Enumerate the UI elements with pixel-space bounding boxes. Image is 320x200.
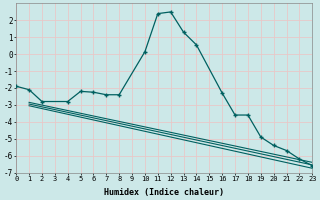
X-axis label: Humidex (Indice chaleur): Humidex (Indice chaleur) [104,188,224,197]
